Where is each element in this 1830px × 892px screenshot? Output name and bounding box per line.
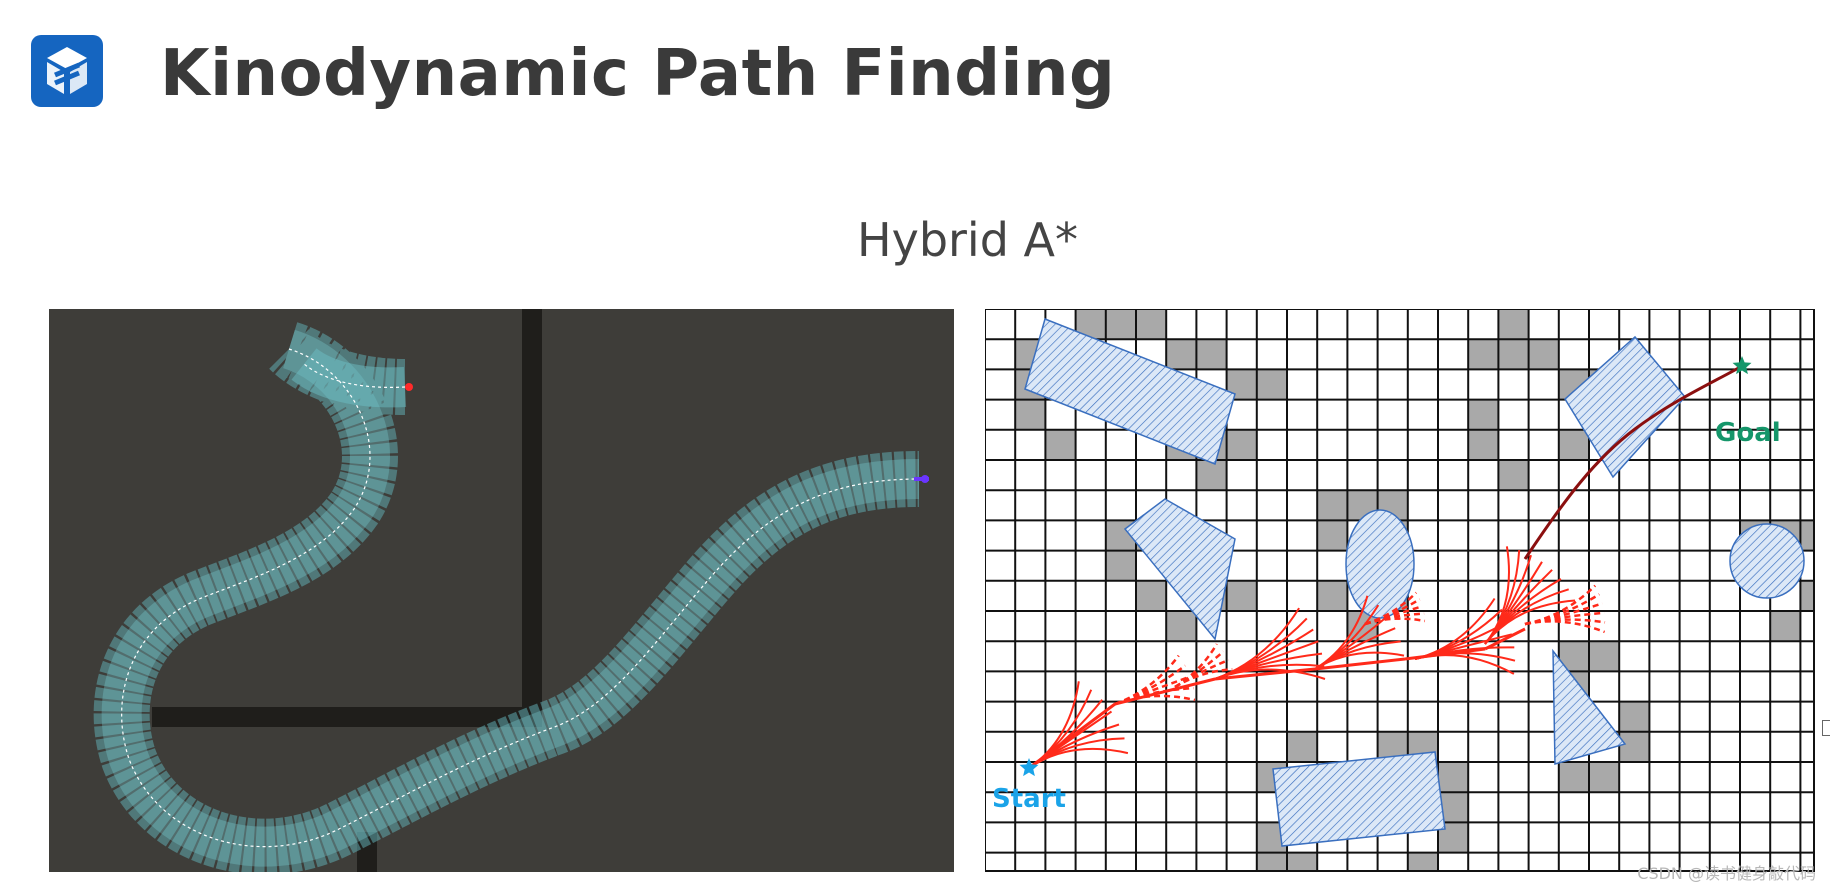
pruned-expansion xyxy=(1114,654,1180,706)
occupied-cell xyxy=(1196,339,1227,370)
wall-vertical xyxy=(522,309,542,719)
expansion-trunk xyxy=(1314,657,1406,671)
occupied-cell xyxy=(1589,641,1620,672)
occupied-cell xyxy=(1287,731,1318,762)
occupied-cell xyxy=(1166,339,1197,370)
occupied-cell xyxy=(1196,460,1227,491)
pruned-expansion xyxy=(1114,675,1191,706)
search-expansions xyxy=(1028,546,1606,770)
occupied-cell xyxy=(1105,550,1136,581)
occupied-cell xyxy=(1136,580,1167,611)
grid-search-canvas: Start Goal xyxy=(984,308,1830,883)
obstacle-rect-1 xyxy=(1024,317,1236,466)
pruned-expansion xyxy=(1524,611,1605,626)
occupied-cell xyxy=(1498,309,1529,340)
occupied-cell xyxy=(1558,762,1589,793)
vehicle-footprint-start xyxy=(291,347,407,408)
expansion-trunk xyxy=(1484,627,1526,651)
occupied-cell xyxy=(1589,762,1620,793)
start-marker xyxy=(405,383,413,391)
occupied-cell xyxy=(1468,399,1499,430)
page-title: Kinodynamic Path Finding xyxy=(160,37,1116,111)
occupied-cell xyxy=(1226,580,1257,611)
expansion-branch xyxy=(1314,651,1405,670)
occupied-cell xyxy=(1438,762,1469,793)
occupied-cell xyxy=(1256,369,1287,400)
occupied-cell xyxy=(1800,580,1830,611)
final-path xyxy=(1523,364,1743,560)
pruned-expansion xyxy=(1524,618,1606,626)
obstacle-quad xyxy=(1123,498,1236,641)
grid-search-figure: Start Goal xyxy=(984,308,1830,883)
pruned-expansion xyxy=(1114,664,1186,706)
occupied-cell xyxy=(1407,852,1438,883)
watermark-text: CSDN @读书健身敲代码 xyxy=(1637,864,1816,883)
occupied-cell xyxy=(1317,580,1348,611)
expansion-trunk xyxy=(1214,667,1316,681)
obstacle-ellipse xyxy=(1345,509,1415,619)
occupied-cell xyxy=(1558,429,1589,460)
occupied-cell xyxy=(1287,852,1318,883)
occupied-cell xyxy=(1226,429,1257,460)
goal-label: Goal xyxy=(1715,418,1781,448)
wall-horizontal xyxy=(152,707,542,727)
pruned-expansion xyxy=(1524,584,1597,626)
obstacle-triangle xyxy=(1552,648,1627,765)
occupied-cell xyxy=(1317,520,1348,551)
occupied-cell xyxy=(1800,520,1830,551)
occupied-cell xyxy=(1468,429,1499,460)
start-star-icon xyxy=(1019,758,1039,777)
pruned-expansion xyxy=(1524,602,1603,626)
occupied-cell xyxy=(1619,701,1650,732)
vehicle-path-canvas xyxy=(49,309,954,875)
expansion-branch xyxy=(1484,599,1576,645)
goal-star-icon xyxy=(1732,356,1752,375)
pruned-expansion xyxy=(1524,620,1606,634)
pruned-expansion xyxy=(1114,686,1194,706)
expansion-branch xyxy=(1214,668,1326,680)
occupied-cell xyxy=(1256,852,1287,883)
occupied-cell xyxy=(1528,339,1559,370)
occupied-cell xyxy=(1166,611,1197,642)
expansion-branch xyxy=(1414,654,1515,675)
obstacles xyxy=(1024,317,1805,847)
obstacle-circle xyxy=(1729,523,1805,599)
occupied-cell xyxy=(1619,731,1650,762)
path-centerline xyxy=(121,348,920,848)
expansion-branch xyxy=(1028,747,1129,769)
occupied-cell xyxy=(1317,490,1348,521)
cube-logo-icon xyxy=(31,35,103,107)
occupied-cell xyxy=(1015,399,1046,430)
occupied-cell xyxy=(1468,339,1499,370)
pruned-expansion xyxy=(1114,694,1196,706)
figure-subtitle: Hybrid A* xyxy=(857,213,1078,267)
pruned-expansion xyxy=(1364,617,1426,626)
start-label: Start xyxy=(992,784,1066,814)
obstacle-rect-3 xyxy=(1272,751,1446,847)
occupied-cell xyxy=(1498,339,1529,370)
vehicle-path-figure xyxy=(49,309,954,875)
pruned-expansion xyxy=(1524,593,1600,626)
occupied-cell xyxy=(1105,309,1136,340)
occupied-cell xyxy=(1045,429,1076,460)
pruned-expansion xyxy=(1174,668,1233,689)
occupied-cell xyxy=(1136,309,1167,340)
text-cursor xyxy=(1822,720,1830,736)
occupied-cell xyxy=(1770,611,1801,642)
occupied-cell xyxy=(1498,460,1529,491)
